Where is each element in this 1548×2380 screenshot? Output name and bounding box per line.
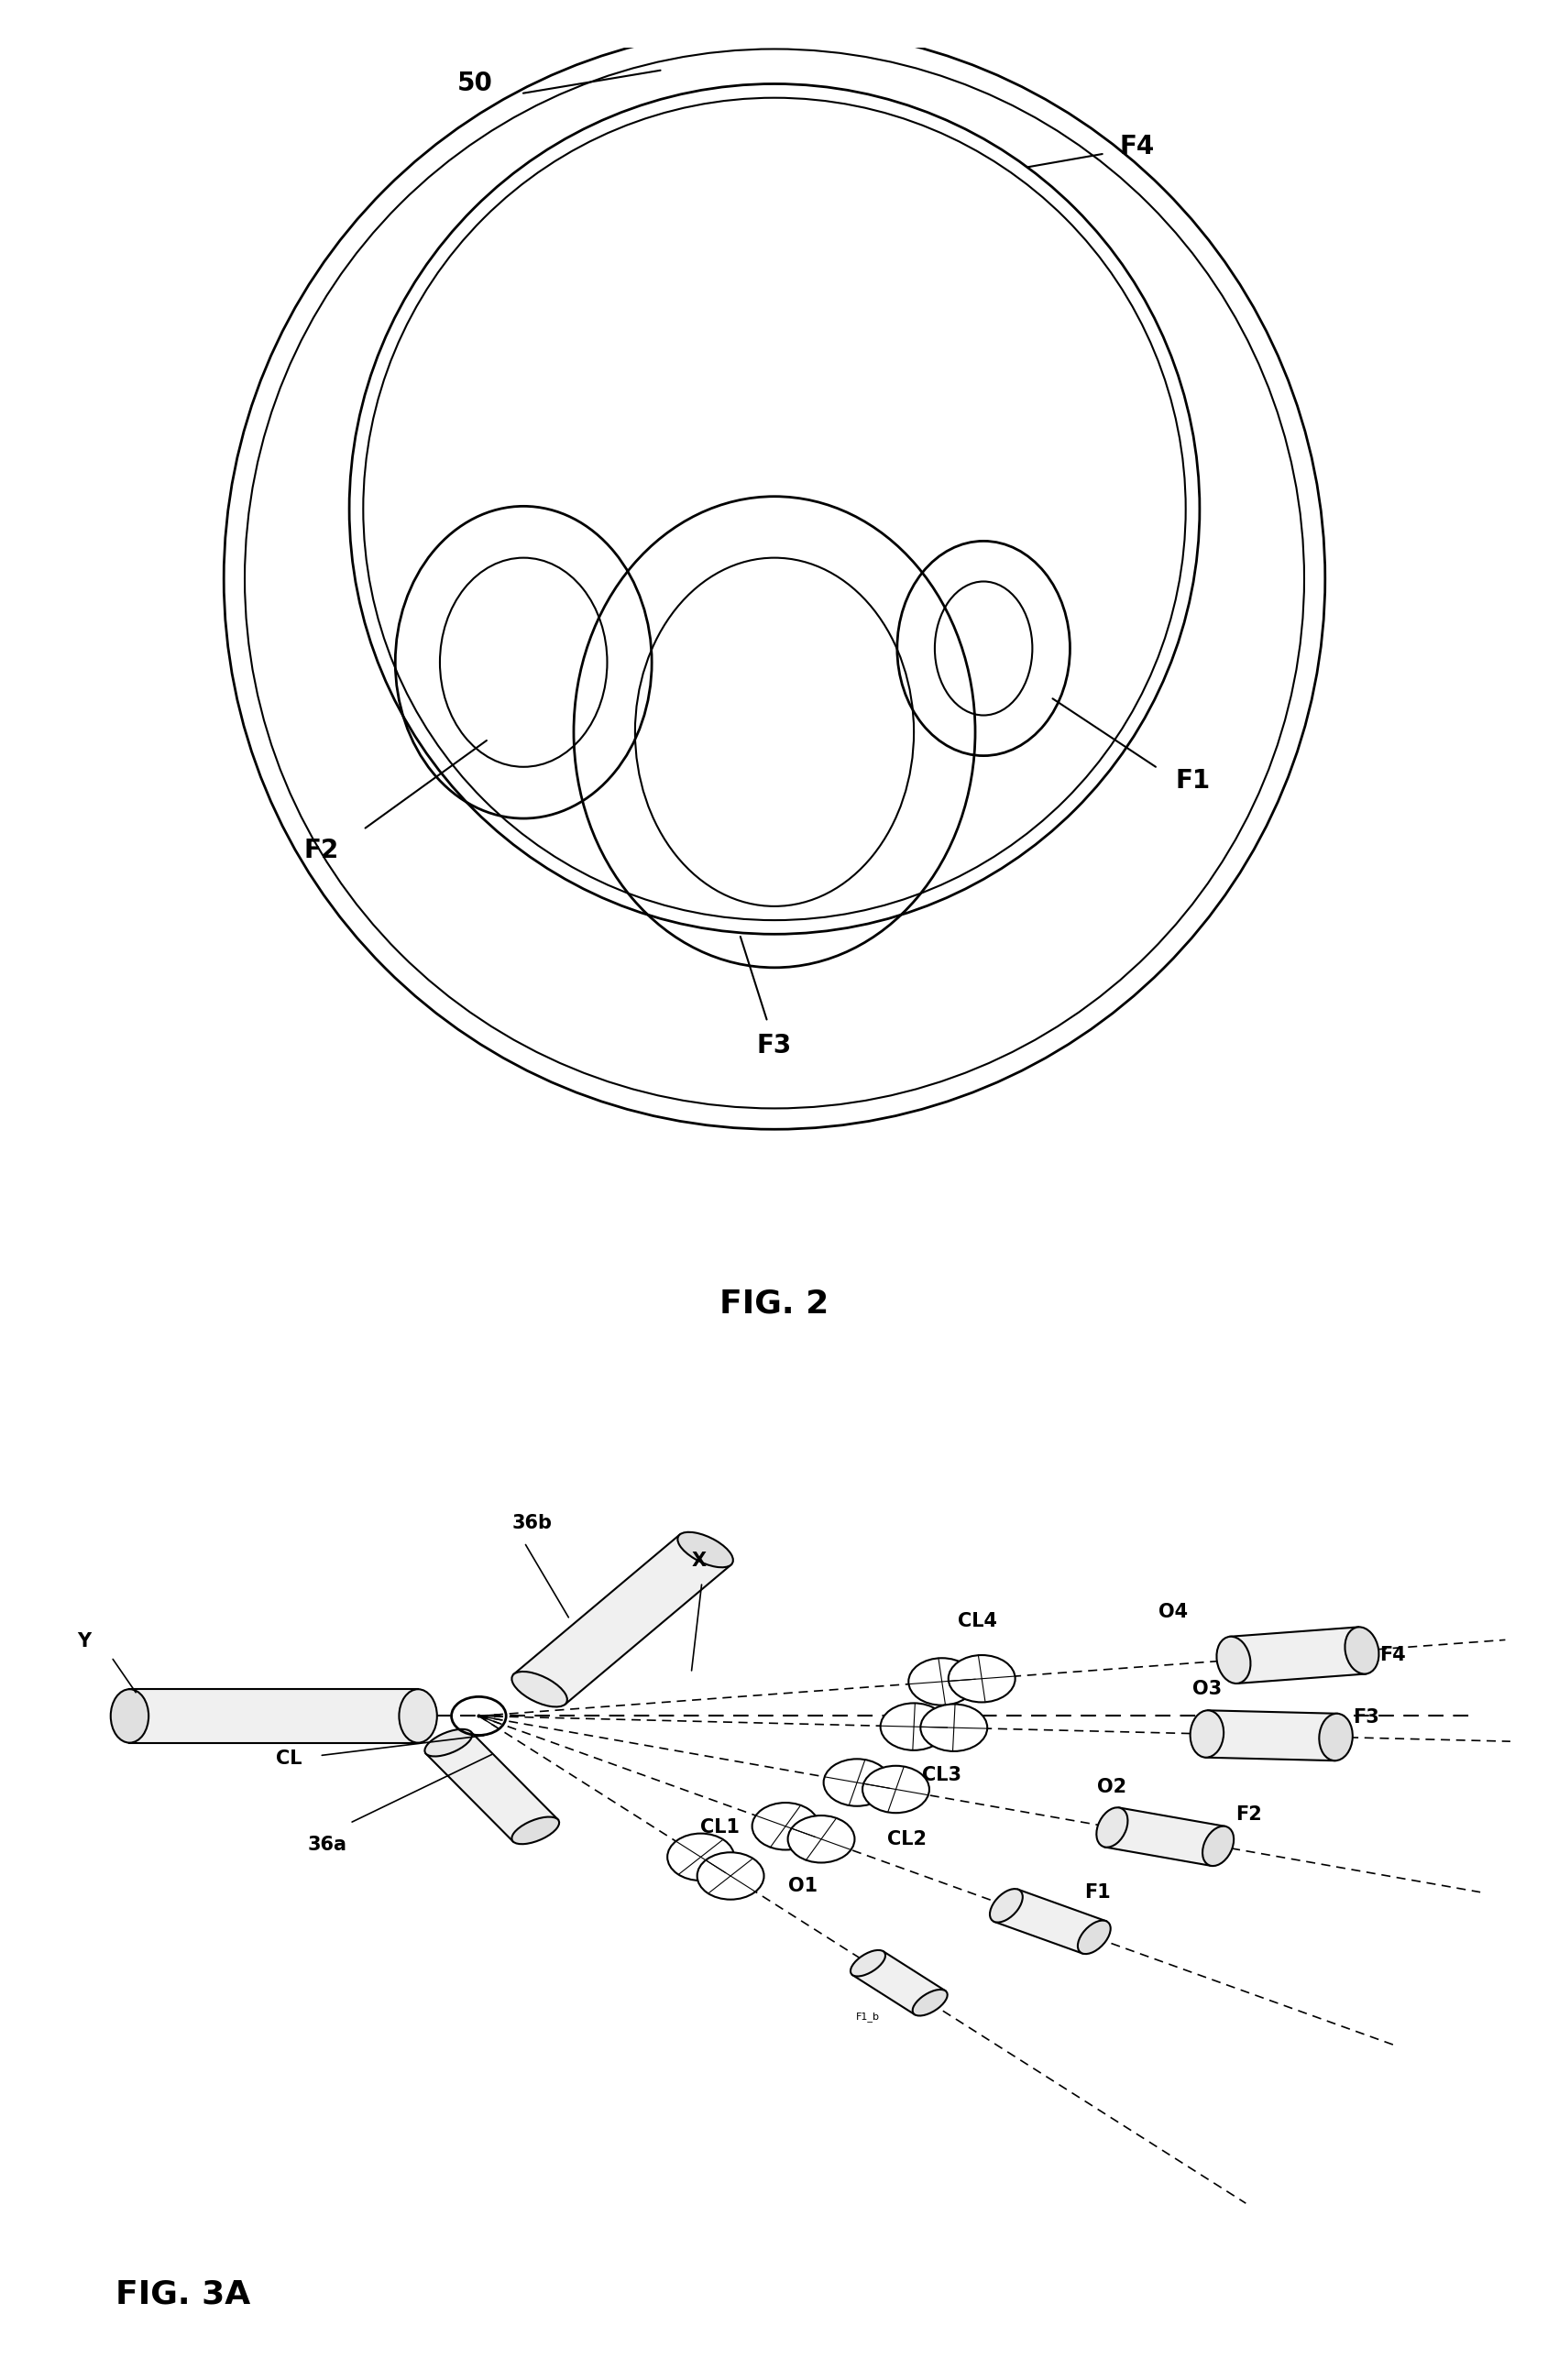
Ellipse shape: [424, 1730, 472, 1756]
Text: F1: F1: [1084, 1883, 1110, 1902]
Ellipse shape: [1096, 1806, 1127, 1847]
Ellipse shape: [511, 1671, 567, 1706]
Polygon shape: [1204, 1711, 1336, 1761]
Circle shape: [788, 1816, 854, 1864]
Ellipse shape: [1215, 1637, 1249, 1683]
Circle shape: [824, 1759, 890, 1806]
Text: F3: F3: [1353, 1709, 1379, 1728]
Ellipse shape: [1344, 1628, 1378, 1673]
Text: F1_b: F1_b: [856, 2011, 879, 2021]
Text: 50: 50: [457, 71, 492, 98]
Circle shape: [667, 1833, 734, 1880]
Polygon shape: [1104, 1809, 1224, 1866]
Circle shape: [862, 1766, 929, 1814]
Ellipse shape: [676, 1533, 732, 1568]
Text: O2: O2: [1096, 1778, 1125, 1797]
Polygon shape: [514, 1535, 731, 1704]
Circle shape: [752, 1802, 819, 1849]
Circle shape: [920, 1704, 986, 1752]
Polygon shape: [853, 1952, 944, 2013]
Text: FIG. 2: FIG. 2: [720, 1288, 828, 1319]
Text: F2: F2: [1235, 1806, 1262, 1823]
Ellipse shape: [1201, 1825, 1234, 1866]
Ellipse shape: [110, 1690, 149, 1742]
Ellipse shape: [1189, 1711, 1223, 1756]
Ellipse shape: [1077, 1921, 1110, 1954]
Text: F3: F3: [757, 1033, 791, 1059]
Ellipse shape: [399, 1690, 437, 1742]
Text: CL1: CL1: [700, 1818, 738, 1837]
Text: CL3: CL3: [921, 1766, 961, 1785]
Text: O1: O1: [788, 1878, 817, 1894]
Text: F2: F2: [303, 838, 339, 864]
Text: 36a: 36a: [307, 1835, 347, 1854]
Circle shape: [879, 1704, 947, 1749]
Ellipse shape: [850, 1949, 885, 1975]
Circle shape: [909, 1659, 975, 1704]
Text: F4: F4: [1119, 133, 1153, 159]
Ellipse shape: [989, 1890, 1022, 1923]
Ellipse shape: [511, 1816, 559, 1844]
Text: F4: F4: [1379, 1645, 1406, 1664]
Text: FIG. 3A: FIG. 3A: [115, 2278, 251, 2311]
Text: F1: F1: [1175, 769, 1209, 793]
Text: X: X: [690, 1552, 706, 1571]
Ellipse shape: [912, 1990, 947, 2016]
Text: CL2: CL2: [887, 1830, 926, 1849]
Text: O4: O4: [1158, 1602, 1187, 1621]
Text: Y: Y: [77, 1633, 91, 1649]
Ellipse shape: [1319, 1714, 1351, 1761]
Text: 36b: 36b: [511, 1514, 551, 1533]
Circle shape: [697, 1852, 763, 1899]
Polygon shape: [426, 1733, 557, 1842]
Polygon shape: [130, 1690, 418, 1742]
Polygon shape: [1229, 1628, 1365, 1683]
Text: O3: O3: [1192, 1680, 1221, 1697]
Polygon shape: [994, 1890, 1105, 1954]
Circle shape: [947, 1654, 1014, 1702]
Text: CL: CL: [276, 1749, 302, 1768]
Text: CL4: CL4: [957, 1611, 997, 1630]
